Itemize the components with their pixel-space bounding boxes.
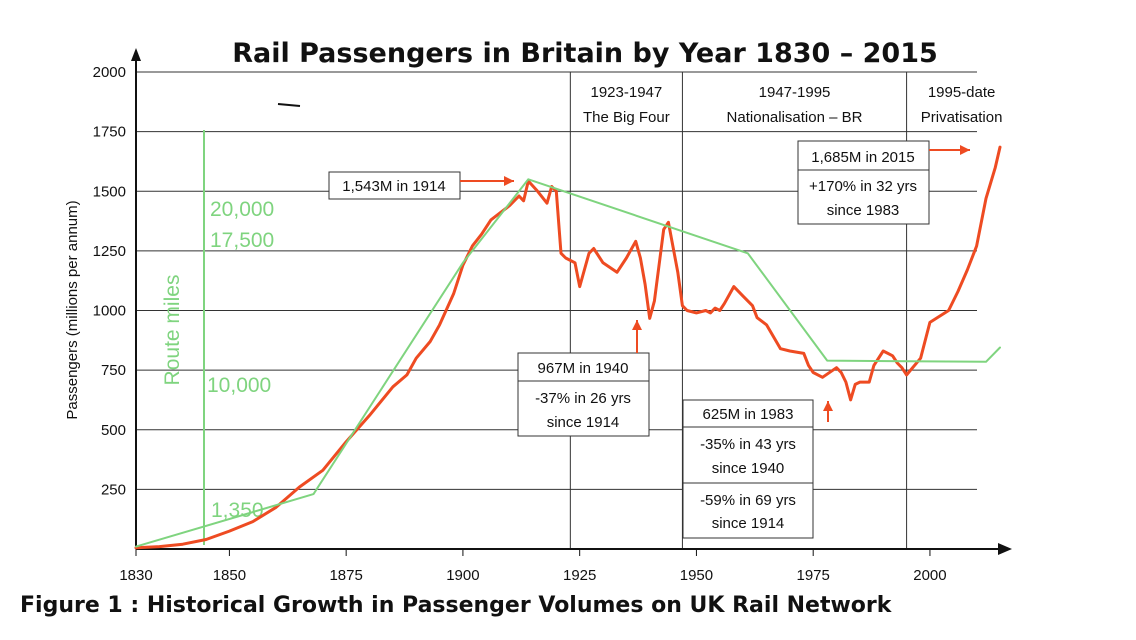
x-tick-label: 1850 [213,567,246,584]
route-miles-label: Route miles [161,275,184,386]
era-dividers: 1923-1947 The Big Four 1947-1995 Nationalis… [569,72,1003,549]
x-tick-label: 2000 [913,567,946,584]
annotation-sub-1983: since 1940 [712,460,785,477]
annotation-text-1983: 625M in 1983 [703,406,794,423]
y-axis-label: Passengers (millions per annum) [64,200,81,419]
annotation-sub-1940: -37% in 26 yrs [535,390,631,407]
era-label: 1995-date [928,84,996,101]
annotation-sub-2015: +170% in 32 yrs [809,178,917,195]
route-miles-tick-20000: 20,000 [210,198,274,221]
x-axis-arrow [998,543,1012,555]
y-tick-label: 1000 [93,303,126,320]
figure-caption: Figure 1 : Historical Growth in Passenge… [20,593,892,618]
annotation-text-1914: 1,543M in 1914 [342,178,445,195]
annotation-box-2015-sub [797,169,930,225]
series-line-route-miles [135,178,1001,548]
chart-title: Rail Passengers in Britain by Year 1830 … [232,38,938,69]
annotation-box-1983-sub2 [682,482,814,539]
annotation-box-2015 [797,140,930,171]
route-miles-tick-17500: 17,500 [210,229,274,252]
annotation-text-2015: 1,685M in 2015 [811,149,914,166]
y-tick-label: 1750 [93,124,126,141]
annotation-sub-1940: since 1914 [547,414,620,431]
y-tick-label: 2000 [93,64,126,81]
annotation-box-1940-sub [517,380,650,437]
annotation-sub2-1983: -59% in 69 yrs [700,492,796,509]
annotation-sub-2015: since 1983 [827,202,900,219]
y-tick-label: 1500 [93,183,126,200]
x-tick-label: 1900 [446,567,479,584]
x-tick-label: 1975 [797,567,830,584]
y-tick-label: 750 [101,362,126,379]
annotation-arrow-1940-head [632,320,642,330]
route-miles-tick-10000: 10,000 [207,374,271,397]
annotation-arrow-1914-head [504,176,514,186]
route-miles-tick-1350: 1,350 [211,499,264,522]
axes: 250 500 750 1000 1250 1500 1750 2000 1830 1850 187… [93,48,1012,584]
annotation-box-1940 [517,352,650,382]
series-group [134,145,1002,550]
stray-dash [277,103,301,107]
era-label: 1947-1995 [759,84,831,101]
y-axis-arrow [131,48,141,61]
y-tick-label: 250 [101,481,126,498]
era-label: 1923-1947 [591,84,663,101]
era-label: The Big Four [583,109,670,126]
y-tick-label: 500 [101,422,126,439]
x-tick-label: 1830 [119,567,152,584]
series-line-passengers [134,145,1002,550]
x-tick-label: 1925 [563,567,596,584]
annotation-box-1983 [682,399,814,428]
annotation-sub-1983: -35% in 43 yrs [700,436,796,453]
y-tick-label: 1250 [93,243,126,260]
x-tick-label: 1875 [329,567,362,584]
annotation-arrow-2015-head [960,145,970,155]
era-label: Privatisation [921,109,1003,126]
annotation-text-1940: 967M in 1940 [538,360,629,377]
route-miles-group: Route miles 20,000 17,500 10,000 1,350 [161,130,274,545]
annotation-box-1914 [328,171,461,200]
annotation-arrow-1983-head [823,401,833,411]
x-tick-label: 1950 [680,567,713,584]
annotation-sub2-1983: since 1914 [712,515,785,532]
annotation-box-1983-sub [682,426,814,484]
era-label: Nationalisation – BR [727,109,863,126]
annotations: 1,543M in 1914 967M in 1940 -37% in 26 yrs… [328,140,970,539]
